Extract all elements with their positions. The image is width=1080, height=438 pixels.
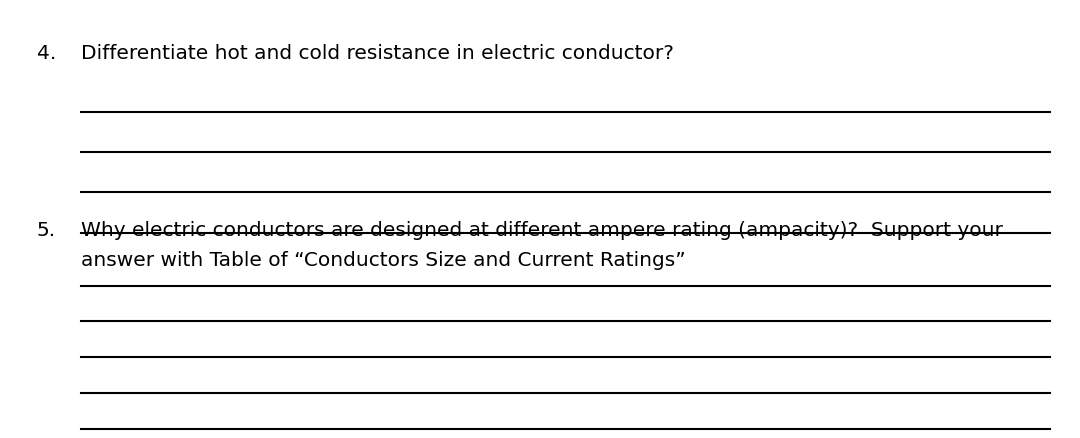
Text: 4.: 4. [37,44,56,63]
Text: answer with Table of “Conductors Size and Current Ratings”: answer with Table of “Conductors Size an… [81,251,686,270]
Text: Differentiate hot and cold resistance in electric conductor?: Differentiate hot and cold resistance in… [81,44,674,63]
Text: 5.: 5. [37,221,56,240]
Text: Why electric conductors are designed at different ampere rating (ampacity)?  Sup: Why electric conductors are designed at … [81,221,1003,240]
